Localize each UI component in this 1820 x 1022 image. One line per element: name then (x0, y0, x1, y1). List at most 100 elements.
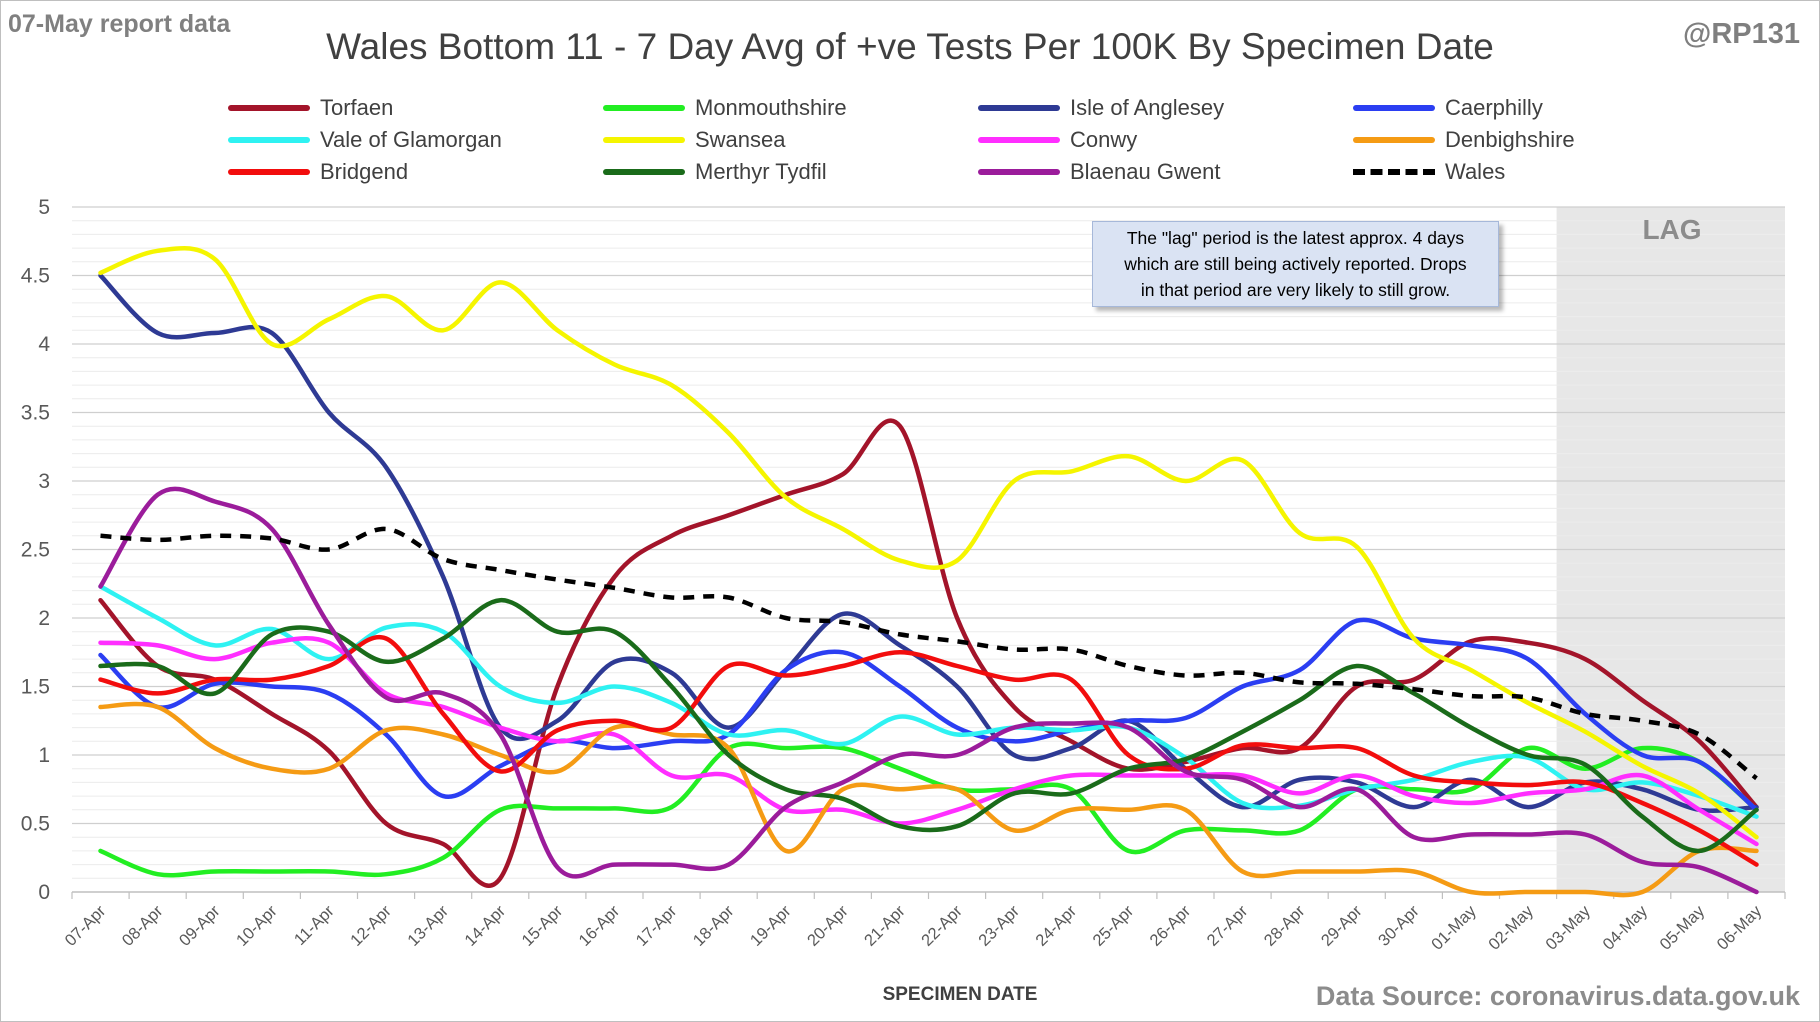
y-tick-label: 3 (38, 470, 50, 493)
legend-item-wales: Wales (1353, 158, 1728, 186)
y-tick-label: 2 (38, 607, 50, 630)
legend: Torfaen Monmouthshire Isle of Anglesey Caer… (228, 94, 1748, 186)
note-line: in that period are very likely to still … (1140, 280, 1451, 300)
y-tick-label: 2.5 (21, 539, 50, 562)
x-tick-label: 21-Apr (861, 902, 909, 950)
series-line-bridgend (98, 634, 1759, 867)
x-tick-label: 08-Apr (119, 902, 167, 950)
note-line: which are still being actively reported.… (1124, 254, 1467, 274)
legend-swatch (603, 137, 685, 143)
y-tick-label: 0 (38, 881, 50, 904)
gridlines (72, 206, 1785, 879)
x-tick-label: 11-Apr (291, 902, 338, 949)
legend-label: Conwy (1070, 127, 1138, 152)
x-tick-label: 29-Apr (1318, 902, 1366, 950)
x-tick-label: 06-May (1714, 902, 1766, 954)
legend-item-merthyr-tydfil: Merthyr Tydfil (603, 158, 978, 186)
chart-title: Wales Bottom 11 - 7 Day Avg of +ve Tests… (326, 26, 1494, 67)
legend-swatch (603, 105, 685, 111)
legend-label: Isle of Anglesey (1070, 95, 1225, 120)
legend-label: Vale of Glamorgan (320, 127, 502, 152)
x-tick-label: 27-Apr (1204, 902, 1252, 950)
y-tick-label: 1.5 (21, 676, 50, 699)
lag-label: LAG (1642, 214, 1702, 245)
legend-label: Torfaen (320, 95, 394, 120)
x-tick-label: 15-Apr (518, 902, 566, 950)
x-tick-label: 16-Apr (576, 902, 624, 950)
legend-swatch (228, 169, 310, 175)
series-line-merthyr-tydfil (98, 597, 1759, 854)
legend-swatch (228, 137, 310, 143)
legend-item-caerphilly: Caerphilly (1353, 94, 1728, 122)
legend-swatch (228, 105, 310, 111)
x-tick-label: 19-Apr (747, 902, 795, 950)
y-tick-label: 4 (38, 333, 50, 356)
x-tick-label: 23-Apr (975, 902, 1023, 950)
legend-label: Merthyr Tydfil (695, 159, 827, 184)
y-tick-label: 4.5 (21, 265, 50, 288)
x-tick-label: 12-Apr (347, 902, 395, 950)
x-tick-label: 05-May (1657, 902, 1709, 954)
lag-note-box: The "lag" period is the latest approx. 4… (1092, 221, 1499, 307)
y-tick-label: 3.5 (21, 402, 50, 425)
y-tick-labels: 0 0.5 1 1.5 2 2.5 3 3.5 4 4.5 5 (21, 196, 51, 904)
legend-label: Monmouthshire (695, 95, 847, 120)
legend-item-monmouthshire: Monmouthshire (603, 94, 978, 122)
series-line-isle-of-anglesey (98, 273, 1759, 813)
series-line-blaenau-gwent (98, 486, 1759, 895)
x-tick-label: 28-Apr (1261, 902, 1309, 950)
legend-item-torfaen: Torfaen (228, 94, 603, 122)
legend-label: Caerphilly (1445, 95, 1543, 120)
author-handle: @RP131 (1683, 18, 1800, 50)
series-line-wales (100, 526, 1758, 781)
x-tick-label: 18-Apr (690, 902, 738, 950)
x-tick-label: 07-Apr (62, 902, 110, 950)
legend-swatch (1353, 169, 1435, 175)
x-tick-label: 01-May (1428, 902, 1480, 954)
y-tick-label: 5 (38, 196, 50, 219)
legend-item-bridgend: Bridgend (228, 158, 603, 186)
data-source-label: Data Source: coronavirus.data.gov.uk (1315, 981, 1800, 1011)
x-tick-label: 14-Apr (461, 902, 509, 950)
x-tick-label: 10-Apr (233, 902, 281, 950)
legend-label: Bridgend (320, 159, 409, 184)
legend-item-denbighshire: Denbighshire (1353, 126, 1728, 154)
y-tick-label: 1 (38, 744, 50, 767)
x-tick-label: 26-Apr (1147, 902, 1195, 950)
legend-item-blaenau-gwent: Blaenau Gwent (978, 158, 1353, 186)
x-tick-label: 25-Apr (1089, 902, 1137, 950)
series-line-caerphilly (98, 617, 1759, 813)
legend-label: Swansea (695, 127, 786, 152)
legend-swatch (978, 169, 1060, 175)
y-tick-label: 0.5 (21, 813, 50, 836)
legend-item-vale-of-glamorgan: Vale of Glamorgan (228, 126, 603, 154)
legend-swatch (603, 169, 685, 175)
legend-swatch (978, 137, 1060, 143)
series-line-swansea (98, 246, 1759, 840)
legend-label: Wales (1445, 159, 1506, 184)
x-tick-label: 20-Apr (804, 902, 852, 950)
x-tick-label: 30-Apr (1375, 902, 1423, 950)
report-date-label: 07-May report data (8, 10, 231, 38)
legend-swatch (1353, 105, 1435, 111)
x-tick-label: 22-Apr (918, 902, 966, 950)
legend-item-conwy: Conwy (978, 126, 1353, 154)
x-tick-label: 04-May (1599, 902, 1651, 954)
x-tick-label: 03-May (1542, 902, 1594, 954)
series-line-conwy (98, 635, 1759, 847)
legend-item-swansea: Swansea (603, 126, 978, 154)
x-tick-label: 13-Apr (404, 902, 452, 950)
note-line: The "lag" period is the latest approx. 4… (1126, 228, 1465, 248)
x-tick-labels: 07-Apr 08-Apr 09-Apr 10-Apr 11-Apr 12-Apr 13-A… (62, 902, 1766, 954)
x-tick-label: 02-May (1485, 902, 1537, 954)
series-lines (98, 246, 1759, 898)
x-tick-label: 17-Apr (633, 902, 681, 950)
x-axis-title: SPECIMEN DATE (882, 984, 1038, 1005)
legend-label: Denbighshire (1445, 127, 1575, 152)
series-line-denbighshire (98, 701, 1759, 898)
legend-label: Blaenau Gwent (1070, 159, 1221, 184)
legend-swatch (1353, 137, 1435, 143)
x-tick-label: 09-Apr (176, 902, 224, 950)
legend-item-isle-of-anglesey: Isle of Anglesey (978, 94, 1353, 122)
